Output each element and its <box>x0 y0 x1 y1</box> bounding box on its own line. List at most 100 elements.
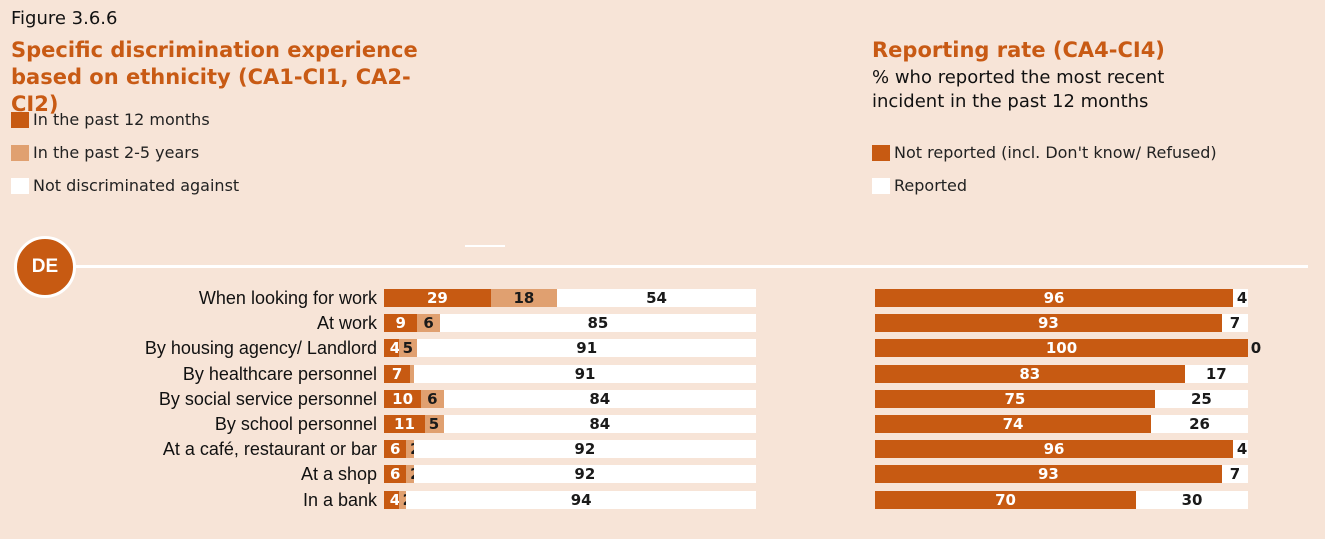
category-label: At a shop <box>300 464 377 485</box>
data-label: 94 <box>570 490 592 509</box>
category-label: In a bank <box>302 489 377 510</box>
data-label: 84 <box>589 415 611 433</box>
bar-segment <box>875 415 1152 433</box>
data-label: 9 <box>395 314 406 333</box>
data-label: 96 <box>1043 289 1065 307</box>
bar-segment <box>406 440 414 459</box>
category-label: By school personnel <box>214 414 377 434</box>
data-label: 6 <box>389 440 401 459</box>
data-label: 92 <box>574 465 596 484</box>
bar-segment <box>384 289 491 307</box>
data-label: 29 <box>426 289 448 307</box>
category-label: At a café, restaurant or bar <box>162 439 377 460</box>
data-label: 70 <box>995 490 1016 509</box>
data-label: 91 <box>574 364 596 383</box>
legend-label: Reported <box>894 176 968 195</box>
bar-segment <box>443 415 756 433</box>
legend-label: Not discriminated against <box>33 176 240 195</box>
data-label: 100 <box>1045 339 1078 358</box>
data-label: 75 <box>1004 389 1026 408</box>
bar-segment <box>1233 440 1248 459</box>
bar-segment <box>875 289 1234 307</box>
bar-segment <box>384 465 407 484</box>
bar-segment <box>421 389 444 408</box>
legend-item-past-2-5-years: In the past 2-5 years <box>11 143 199 162</box>
data-label: 25 <box>1190 389 1212 408</box>
data-label: 84 <box>589 389 611 408</box>
legend-swatch <box>872 144 890 161</box>
data-label: 83 <box>1019 364 1041 383</box>
bar-segment <box>1136 490 1248 509</box>
data-label: 5 <box>428 415 440 433</box>
legend-swatch <box>11 177 29 194</box>
bar-segment <box>490 289 558 307</box>
bar-segment <box>1154 389 1248 408</box>
data-label: 6 <box>427 389 438 408</box>
section-rule <box>70 265 1308 268</box>
bar-segment <box>875 364 1185 383</box>
category-label: At work <box>316 313 377 334</box>
data-label: 17 <box>1205 364 1227 383</box>
data-label: 10 <box>392 389 414 408</box>
bar-segment <box>557 289 756 307</box>
data-label: 0 <box>1250 339 1262 358</box>
bar-segment <box>439 314 756 333</box>
bar-segment <box>875 440 1234 459</box>
bar-segment <box>384 490 399 509</box>
bar-segment <box>875 314 1222 333</box>
data-label: 4 <box>1236 440 1248 459</box>
bar-segment <box>417 314 440 333</box>
data-label: 93 <box>1038 465 1059 484</box>
category-label: By housing agency/ Landlord <box>144 338 377 359</box>
bar-segment <box>384 314 418 333</box>
data-label: 74 <box>1002 415 1024 433</box>
bar-segment <box>384 440 407 459</box>
data-label: 7 <box>1229 465 1241 484</box>
legend-label: In the past 12 months <box>33 110 210 129</box>
bar-segment <box>398 490 407 509</box>
data-label: 7 <box>391 364 403 383</box>
bar-segment <box>1233 289 1248 307</box>
data-label: 93 <box>1038 314 1059 333</box>
legend-item-not-discriminated: Not discriminated against <box>11 176 239 195</box>
bar-segment <box>384 339 399 358</box>
category-label: By healthcare personnel <box>182 363 377 384</box>
data-label: 96 <box>1043 440 1065 459</box>
bar-segment <box>1151 415 1248 433</box>
data-label: 18 <box>513 289 535 307</box>
category-label: When looking for work <box>198 288 377 308</box>
bar-segment <box>875 389 1155 408</box>
bar-segment <box>384 389 422 408</box>
data-label: 11 <box>394 415 415 433</box>
right-chart-title: Reporting rate (CA4-CI4) <box>872 38 1165 62</box>
data-label: 92 <box>574 440 596 459</box>
data-label: 91 <box>576 339 598 358</box>
data-label: 6 <box>389 465 401 484</box>
legend-item-not-reported: Not reported (incl. Don't know/ Refused) <box>872 143 1217 162</box>
bar-segment <box>406 490 756 509</box>
bar-segment <box>424 415 444 433</box>
bar-segment <box>417 339 756 358</box>
data-label: 26 <box>1189 415 1210 433</box>
bar-segment <box>413 465 756 484</box>
left-chart-title: Specific discrimination experience based… <box>11 38 418 116</box>
data-label: 5 <box>402 339 414 358</box>
legend-swatch <box>11 111 29 128</box>
legend-item-reported: Reported <box>872 176 967 195</box>
data-label: 30 <box>1181 490 1203 509</box>
country-badge: DE <box>14 236 76 298</box>
bar-segment <box>875 339 1248 358</box>
bar-segment <box>384 364 411 383</box>
data-label: 85 <box>587 314 609 333</box>
data-label: 4 <box>389 339 401 358</box>
bar-segment <box>443 389 756 408</box>
data-label: 4 <box>389 490 401 509</box>
bar-segment <box>410 364 415 383</box>
legend-label: Not reported (incl. Don't know/ Refused) <box>894 143 1217 162</box>
bar-segment <box>398 339 418 358</box>
divider-mark <box>465 245 505 247</box>
figure-label: Figure 3.6.6 <box>11 8 118 29</box>
legend-swatch <box>11 144 29 161</box>
bar-segment <box>875 490 1137 509</box>
bar-segment <box>1221 314 1248 333</box>
